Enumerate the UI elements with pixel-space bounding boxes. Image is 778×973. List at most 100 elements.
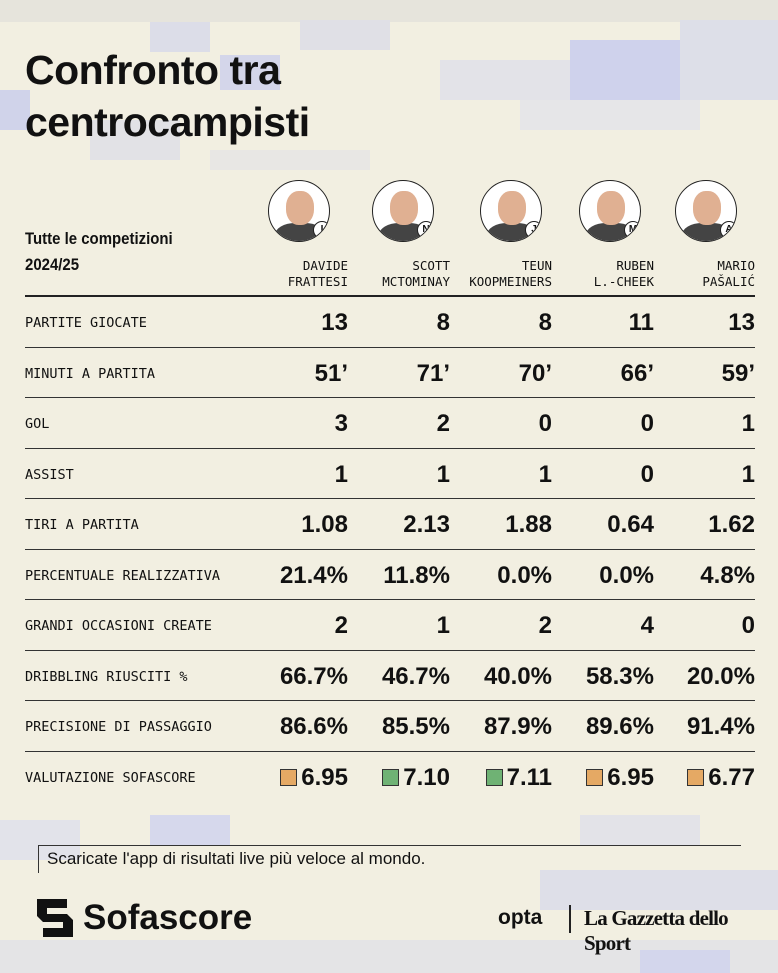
stat-value: 1 [436, 460, 450, 488]
player-name: RUBEN L.-CHEEK [593, 258, 654, 289]
stat-value: 7.11 [452, 764, 552, 792]
gazzetta-logo: La Gazzetta dello Sport [584, 906, 729, 955]
sofascore-logo-icon [37, 899, 73, 937]
stat-value: 1.62 [708, 511, 755, 538]
stat-value: 13 [321, 309, 348, 336]
divider [569, 905, 571, 933]
rating-color-icon [280, 768, 298, 786]
rating-color-icon [382, 768, 400, 786]
stat-value: 6.95 [554, 764, 654, 792]
table-row: MINUTI A PARTITA 51’ 71’ 70’ 66’ 59’ [25, 348, 755, 398]
stat-value: 91.4% [686, 713, 755, 740]
stat-label: GRANDI OCCASIONI CREATE [25, 618, 212, 634]
stat-value: 6.95 [248, 764, 348, 792]
stat-label: GOL [25, 416, 50, 432]
stat-value: 13 [728, 309, 755, 336]
table-row: TIRI A PARTITA 1.08 2.13 1.88 0.64 1.62 [25, 499, 755, 550]
stat-value: 3 [334, 410, 348, 437]
stat-value: 0.0% [497, 561, 552, 589]
stat-value: 66’ [620, 359, 654, 387]
stat-label: DRIBBLING RIUSCITI % [25, 668, 188, 685]
table-row: PRECISIONE DI PASSAGGIO 86.6% 85.5% 87.9% 89… [25, 701, 755, 752]
stat-value: 89.6% [585, 713, 654, 740]
subtitle-line: 2024/25 [25, 255, 80, 274]
brand-name: Sofascore [83, 898, 253, 937]
decor-square [640, 950, 730, 973]
stat-label: PRECISIONE DI PASSAGGIO [25, 719, 212, 735]
decor-square [540, 870, 778, 910]
table-row: PARTITE GIOCATE 13 8 8 11 13 [25, 297, 755, 348]
title-line: centrocampisti [25, 99, 310, 145]
stat-value: 7.10 [350, 764, 450, 792]
stat-value: 4.8% [700, 561, 755, 589]
stat-value: 1.08 [301, 511, 348, 538]
club-badge-icon: A [720, 221, 736, 239]
decor-square [210, 150, 370, 170]
player-avatar: A [675, 180, 737, 242]
rating-color-icon [586, 768, 604, 786]
rating-color-icon [687, 768, 705, 786]
stat-value: 58.3% [585, 662, 654, 690]
decor-square [0, 820, 80, 860]
stat-label: TIRI A PARTITA [25, 517, 139, 533]
table-row: ASSIST 1 1 1 0 1 [25, 449, 755, 499]
stat-value: 11.8% [383, 561, 450, 589]
table-row: PERCENTUALE REALIZZATIVA 21.4% 11.8% 0.0% 0.… [25, 550, 755, 600]
stat-label: PARTITE GIOCATE [25, 315, 147, 331]
stat-value: 66.7% [279, 662, 348, 690]
player-name: TEUN KOOPMEINERS [469, 258, 552, 289]
stat-label: PERCENTUALE REALIZZATIVA [25, 567, 221, 584]
stat-value: 1 [538, 460, 552, 488]
stat-value: 1.88 [505, 511, 552, 538]
decor-square [150, 815, 230, 845]
decor-square [150, 22, 210, 52]
stat-value: 0.0% [599, 561, 654, 589]
stat-value: 71’ [416, 359, 450, 387]
stat-value: 85.5% [381, 713, 450, 740]
club-badge-icon: I [313, 221, 329, 239]
decor-square [580, 815, 700, 845]
stat-label: MINUTI A PARTITA [25, 365, 156, 382]
stat-value: 2 [538, 612, 552, 639]
stat-value: 0 [741, 612, 755, 639]
table-row: GOL 3 2 0 0 1 [25, 398, 755, 449]
stat-value: 1 [436, 612, 450, 639]
table-row: GRANDI OCCASIONI CREATE 2 1 2 4 0 [25, 600, 755, 651]
stat-label: ASSIST [25, 466, 74, 483]
stat-value: 6.77 [655, 764, 755, 792]
stat-value: 20.0% [686, 662, 755, 690]
stat-value: 51’ [314, 359, 348, 387]
stat-value: 0 [640, 460, 654, 488]
decor-square [90, 120, 180, 160]
tagline: Scaricate l'app di risultati live più ve… [47, 849, 426, 868]
stat-value: 40.0% [483, 662, 552, 690]
stat-value: 1 [334, 460, 348, 488]
decor-square [440, 60, 570, 100]
stat-value: 59’ [721, 359, 755, 387]
decor-square [570, 40, 700, 100]
stat-value: 0 [640, 410, 654, 437]
table-row: DRIBBLING RIUSCITI % 66.7% 46.7% 40.0% 58.3%… [25, 651, 755, 701]
stat-value: 2.13 [403, 511, 450, 538]
stats-table: PARTITE GIOCATE 13 8 8 11 13 MINUTI A PARTITA 5… [25, 295, 755, 802]
club-badge-icon: J [525, 221, 541, 239]
table-row: VALUTAZIONE SOFASCORE 6.95 7.10 7.11 6.95 6.7… [25, 752, 755, 803]
club-badge-icon: N [417, 221, 433, 239]
stat-value: 1 [741, 410, 755, 437]
decor-square [520, 100, 700, 130]
stat-value: 11 [628, 309, 654, 336]
player-name: MARIO PAŠALIĆ [702, 258, 755, 289]
stat-value: 86.6% [279, 713, 348, 740]
opta-logo: opta [498, 906, 543, 929]
stat-value: 8 [436, 309, 450, 336]
tagline-box [38, 845, 741, 873]
player-name: DAVIDE FRATTESI [287, 258, 348, 289]
stat-label: VALUTAZIONE SOFASCORE [25, 769, 196, 786]
player-avatar: J [480, 180, 542, 242]
stat-value: 0 [538, 410, 552, 437]
stat-value: 4 [640, 612, 654, 639]
decor-square [220, 55, 280, 90]
stat-value: 2 [436, 410, 450, 437]
player-name: SCOTT MCTOMINAY [382, 258, 450, 289]
decor-square [0, 90, 30, 130]
